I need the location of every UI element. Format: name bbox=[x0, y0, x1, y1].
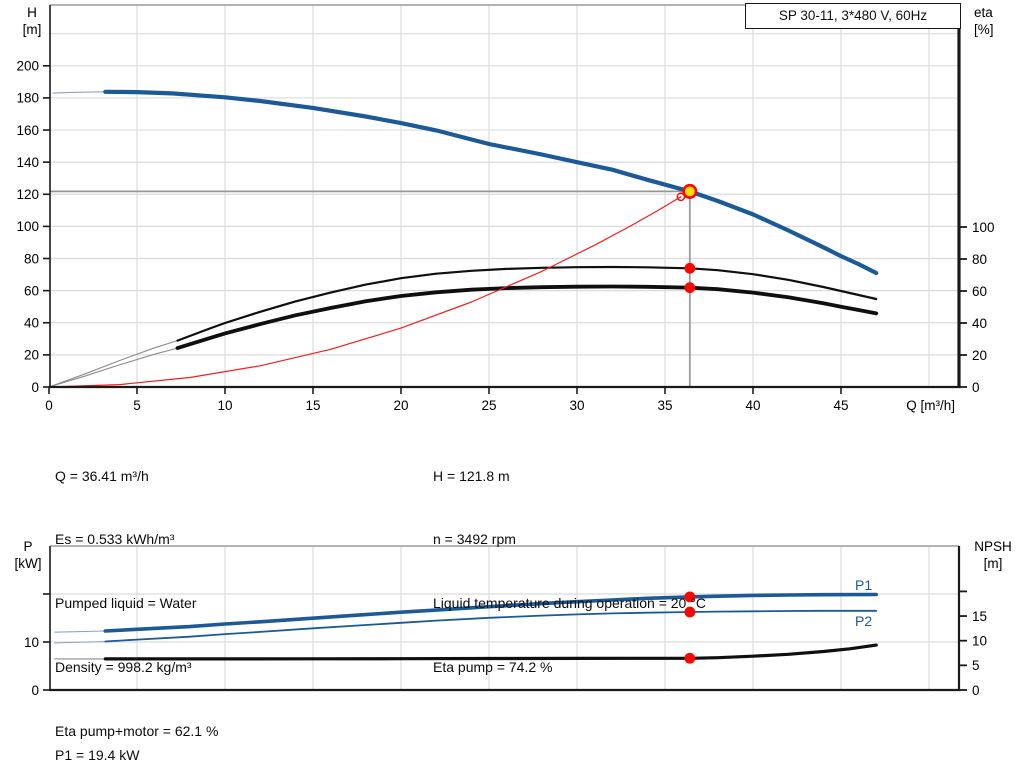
y-left-tick-label: 180 bbox=[16, 91, 39, 106]
y-left-tick-label: 80 bbox=[24, 251, 39, 266]
info-line: H = 121.8 m bbox=[433, 467, 510, 484]
y-right-tick-label: 15 bbox=[972, 609, 987, 624]
eta-pump-motor-curve-lead bbox=[48, 347, 178, 388]
x-tick-label: 10 bbox=[217, 398, 232, 413]
eta-pump-curve-lead bbox=[48, 340, 178, 388]
x-tick-label: 5 bbox=[133, 398, 141, 413]
h-axis-title: H [m] bbox=[22, 5, 42, 37]
eta-pump-motor-curve bbox=[175, 284, 879, 350]
y-right-tick-label: 100 bbox=[972, 220, 995, 235]
p2-curve-label: P2 bbox=[855, 613, 872, 629]
p-axis-title: P [kW] bbox=[14, 539, 42, 571]
info-line: Eta pump = 74.2 % bbox=[433, 659, 553, 676]
duty-info-left: Q = 36.41 m³/h Es = 0.533 kWh/m³ Pumped … bbox=[55, 423, 218, 781]
y-right-tick-label: 0 bbox=[972, 683, 980, 698]
y-right-tick-label: 0 bbox=[972, 380, 980, 395]
eta-axis-title: eta [%] bbox=[974, 5, 994, 37]
x-tick-label: 40 bbox=[745, 398, 760, 413]
y-left-tick-label: 120 bbox=[16, 187, 39, 202]
y-left-tick-label: 140 bbox=[16, 155, 39, 170]
p1-dot bbox=[684, 591, 696, 603]
y-right-tick-label: 80 bbox=[972, 252, 987, 267]
y-left-tick-label: 0 bbox=[31, 380, 39, 395]
qh-eta-chart: 0 20 40 60 80 100 120 140 160 180 200 0 20 40 60 80 100 0… bbox=[16, 4, 995, 413]
duty-crosshair bbox=[50, 190, 691, 387]
x-tick-label: 30 bbox=[569, 398, 584, 413]
qh-curve bbox=[103, 89, 879, 276]
y-left-tick-label: 10 bbox=[24, 635, 39, 650]
y-right-tick-label: 5 bbox=[972, 658, 980, 673]
info-line: P1 = 19.4 kW bbox=[55, 746, 140, 763]
p2-curve-lead bbox=[54, 640, 106, 644]
gridlines bbox=[50, 5, 959, 387]
y-left-tick-label: 100 bbox=[16, 219, 39, 234]
x-tick-label: 0 bbox=[45, 398, 53, 413]
duty-point-marker[interactable] bbox=[682, 183, 698, 199]
duty-info-right: H = 121.8 m n = 3492 rpm Liquid temperat… bbox=[433, 423, 706, 721]
y-right-tick-label: 40 bbox=[972, 316, 987, 331]
y-left-tick-label: 20 bbox=[24, 348, 39, 363]
y-right-tick-label: 20 bbox=[972, 348, 987, 363]
p2-dot bbox=[684, 606, 696, 618]
eta-pump-curve bbox=[176, 265, 878, 342]
duty-parabola bbox=[48, 196, 682, 388]
x-tick-label: 35 bbox=[657, 398, 672, 413]
x-tick-label: 15 bbox=[305, 398, 320, 413]
y-left-tick-label: 40 bbox=[24, 316, 39, 331]
axes: 0 10 0 5 10 15 bbox=[24, 546, 987, 698]
info-line: Es = 0.533 kWh/m³ bbox=[55, 531, 175, 548]
power-npsh-chart: 0 10 0 5 10 15 P1 P2 bbox=[24, 545, 987, 698]
info-line: Q = 36.41 m³/h bbox=[55, 467, 149, 484]
x-tick-label: 45 bbox=[833, 398, 848, 413]
eta-pump-motor-dot bbox=[684, 282, 696, 294]
pump-title: SP 30-11, 3*480 V, 60Hz bbox=[778, 8, 928, 23]
y-left-tick-label: 200 bbox=[16, 59, 39, 74]
y-left-tick-label: 60 bbox=[24, 283, 39, 298]
y-left-tick-label: 160 bbox=[16, 123, 39, 138]
p1-curve-label: P1 bbox=[855, 577, 872, 593]
x-axis-unit-label: Q [m³/h] bbox=[906, 398, 955, 413]
info-line: n = 3492 rpm bbox=[433, 531, 516, 548]
gridlines bbox=[50, 546, 959, 690]
p1-curve-lead bbox=[54, 630, 106, 633]
y-right-tick-label: 60 bbox=[972, 284, 987, 299]
axes: 0 20 40 60 80 100 120 140 160 180 200 0 20 40 60 80 100 0… bbox=[16, 5, 995, 413]
pump-title-box: SP 30-11, 3*480 V, 60Hz bbox=[745, 3, 961, 29]
p2-curve bbox=[104, 609, 878, 643]
x-tick-label: 20 bbox=[393, 398, 408, 413]
info-line: Liquid temperature during operation = 20… bbox=[433, 595, 706, 612]
power-npsh-info: P1 = 19.4 kW P2 = 16.24 kW NPSH = 6.44 m bbox=[55, 702, 153, 781]
info-line: Density = 998.2 kg/m³ bbox=[55, 659, 192, 676]
y-left-tick-label: 0 bbox=[31, 683, 39, 698]
duty-parabola-end-circle bbox=[676, 192, 686, 202]
npsh-curve bbox=[103, 643, 878, 661]
npsh-dot bbox=[684, 652, 696, 664]
eta-pump-dot bbox=[684, 262, 696, 274]
info-line: Eta pump+motor = 62.1 % bbox=[55, 723, 219, 740]
y-right-tick-label: 10 bbox=[972, 634, 987, 649]
info-line: Pumped liquid = Water bbox=[55, 595, 197, 612]
p1-curve bbox=[103, 592, 878, 633]
x-tick-label: 25 bbox=[481, 398, 496, 413]
qh-curve-lead bbox=[52, 91, 106, 94]
npsh-axis-title: NPSH [m] bbox=[974, 539, 1012, 571]
